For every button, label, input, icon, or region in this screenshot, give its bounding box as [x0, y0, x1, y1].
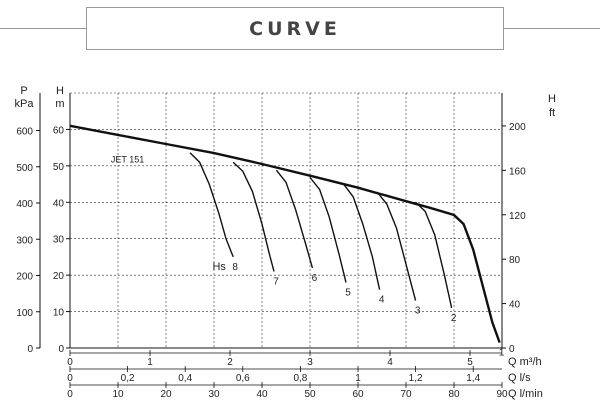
- chart-labels: JET 151 8 7 6 5 4 3 2 1 Hs: [111, 155, 505, 359]
- tick-label-lmin: 10: [112, 389, 124, 400]
- chart-axes: PkPa0100200300400500600Hm0102030405060Hf…: [15, 85, 557, 400]
- ft-tick-label: 160: [509, 166, 526, 177]
- page-title: CURVE: [249, 17, 341, 40]
- ft-tick-label: 40: [509, 300, 521, 311]
- suction-curve-6: [275, 169, 314, 269]
- tick-label-ls: 0,8: [293, 373, 307, 384]
- kpa-tick-label: 200: [16, 272, 33, 283]
- suction-curve-8: [189, 152, 234, 258]
- model-label: JET 151: [111, 155, 144, 165]
- chart-grid: [69, 92, 503, 349]
- tick-label-lmin: 60: [352, 389, 364, 400]
- curve-label-7: 7: [273, 277, 279, 288]
- m-tick-label: 50: [53, 162, 65, 173]
- tick-label-lmin: 20: [160, 389, 172, 400]
- tick-label-lmin: 0: [67, 389, 73, 400]
- tick-label-lmin: 40: [256, 389, 268, 400]
- m-tick-label: 40: [53, 198, 65, 209]
- m-tick-label: 10: [53, 308, 65, 319]
- suction-curve-3: [376, 191, 417, 301]
- curve-label-5: 5: [345, 287, 351, 298]
- tick-label-m3h: 0: [67, 357, 73, 368]
- tick-label-lmin: 80: [448, 389, 460, 400]
- suction-curve-4: [343, 183, 381, 290]
- tick-label-ls: 0,2: [121, 373, 135, 384]
- ft-axis-label-unit: ft: [549, 107, 555, 119]
- curve-label-2: 2: [451, 313, 457, 324]
- ft-axis-label-top: H: [548, 93, 556, 105]
- m-tick-label: 30: [53, 235, 65, 246]
- tick-label-lmin: 90: [496, 389, 508, 400]
- tick-label-ls: 0,6: [236, 373, 250, 384]
- kpa-tick-label: 400: [16, 199, 33, 210]
- kpa-axis-label-unit: kPa: [15, 98, 35, 110]
- suction-curve-2: [415, 201, 453, 309]
- m-axis-label-unit: m: [55, 98, 64, 110]
- tick-label-lmin: 30: [208, 389, 220, 400]
- curve-label-1: 1: [499, 348, 505, 359]
- m-tick-label: 20: [53, 271, 65, 282]
- title-box: CURVE: [86, 7, 504, 50]
- tick-label-lmin: 50: [304, 389, 316, 400]
- axis-label-lmin: Q l/min: [508, 388, 543, 400]
- tick-label-ls: 0,4: [178, 373, 192, 384]
- ft-tick-label: 200: [509, 122, 526, 133]
- suction-curve-5: [309, 177, 347, 283]
- chart-curves: [69, 124, 501, 343]
- tick-label-ls: 0: [67, 373, 73, 384]
- tick-label-m3h: 1: [147, 357, 153, 368]
- kpa-tick-label: 100: [16, 308, 33, 319]
- axis-label-ls: Q l/s: [508, 372, 531, 384]
- hs-label: Hs: [212, 261, 226, 273]
- ft-tick-label: 80: [509, 255, 521, 266]
- m-tick-label: 0: [58, 344, 64, 355]
- kpa-axis-label-top: P: [20, 85, 27, 97]
- kpa-tick-label: 500: [16, 163, 33, 174]
- curve-label-8: 8: [232, 262, 238, 273]
- tick-label-m3h: 5: [467, 357, 473, 368]
- kpa-tick-label: 600: [16, 127, 33, 138]
- m-axis-label-top: H: [56, 85, 64, 97]
- tick-label-ls: 1: [355, 373, 361, 384]
- curve-label-4: 4: [379, 295, 385, 306]
- ft-tick-label: 0: [509, 344, 515, 355]
- curve-label-6: 6: [312, 273, 318, 284]
- tick-label-ls: 1,4: [466, 373, 480, 384]
- curve-label-3: 3: [415, 306, 421, 317]
- tick-label-m3h: 4: [387, 357, 393, 368]
- kpa-tick-label: 0: [27, 344, 33, 355]
- suction-curve-1: [462, 223, 501, 343]
- ft-tick-label: 120: [509, 211, 526, 222]
- axis-label-m3h: Q m³/h: [508, 356, 542, 368]
- tick-label-ls: 1,2: [409, 373, 423, 384]
- m-tick-label: 60: [53, 125, 65, 136]
- suction-curve-7: [232, 161, 275, 272]
- kpa-tick-label: 300: [16, 235, 33, 246]
- tick-label-m3h: 2: [227, 357, 233, 368]
- tick-label-m3h: 3: [307, 357, 313, 368]
- tick-label-lmin: 70: [400, 389, 412, 400]
